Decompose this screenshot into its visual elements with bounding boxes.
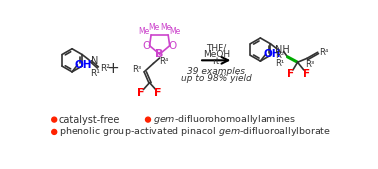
Text: R⁴: R⁴	[319, 48, 328, 57]
Text: Me: Me	[160, 23, 172, 32]
Text: OH: OH	[263, 49, 281, 59]
Text: THF/: THF/	[206, 43, 226, 53]
Text: R²: R²	[275, 51, 284, 60]
Text: catalyst-free: catalyst-free	[59, 115, 120, 125]
Text: NH: NH	[275, 45, 290, 55]
Text: Me: Me	[148, 23, 159, 32]
Text: F: F	[154, 88, 162, 98]
Circle shape	[52, 117, 57, 122]
Text: O: O	[143, 41, 150, 51]
Text: R³: R³	[132, 65, 141, 74]
Text: R¹: R¹	[275, 58, 284, 67]
Circle shape	[52, 129, 57, 134]
Text: F: F	[137, 88, 145, 98]
Text: R³: R³	[305, 60, 314, 69]
Text: phenolic group-activated pinacol $\it{gem}$-difluoroallylborate: phenolic group-activated pinacol $\it{ge…	[59, 125, 331, 138]
Text: B: B	[155, 49, 164, 59]
Text: +: +	[106, 61, 119, 76]
Text: N: N	[91, 56, 99, 66]
Text: R¹: R¹	[90, 69, 100, 78]
Text: O: O	[169, 41, 177, 51]
Text: up to 98% yield: up to 98% yield	[181, 74, 252, 82]
Text: R²: R²	[101, 64, 110, 73]
Text: R⁴: R⁴	[159, 57, 168, 66]
Text: rt: rt	[212, 57, 220, 66]
Text: MeOH: MeOH	[203, 50, 230, 59]
Text: 39 examples: 39 examples	[187, 67, 245, 76]
Text: Me: Me	[138, 27, 150, 36]
Text: F: F	[302, 69, 310, 79]
Text: Me: Me	[169, 27, 181, 36]
Text: $\it{gem}$-difluorohomoallylamines: $\it{gem}$-difluorohomoallylamines	[153, 113, 296, 126]
Text: OH: OH	[75, 60, 93, 70]
Circle shape	[146, 117, 150, 122]
Text: F: F	[287, 69, 294, 79]
